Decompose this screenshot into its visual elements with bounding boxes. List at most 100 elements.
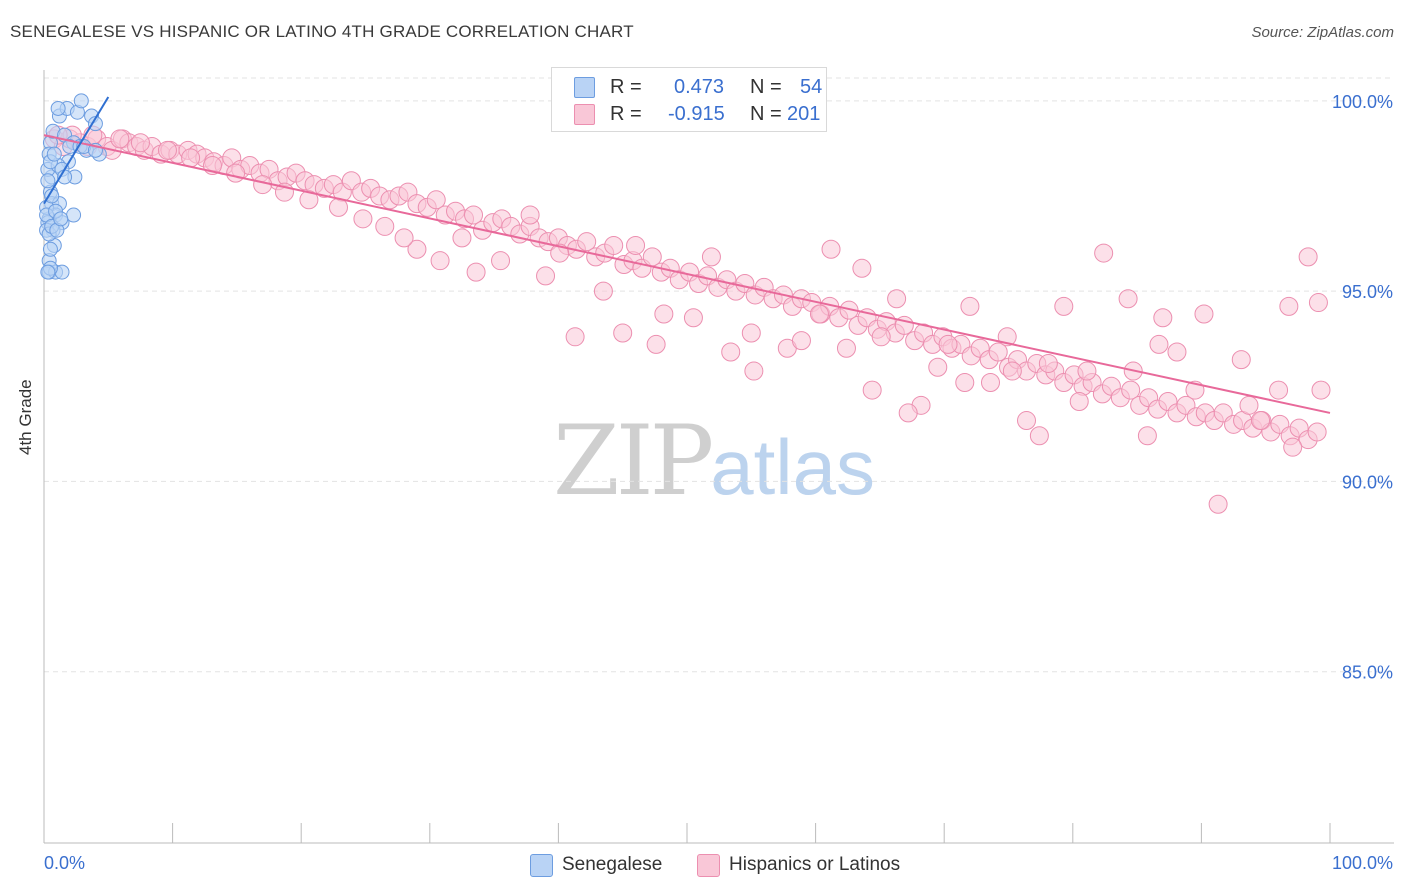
- hispanic-point: [1167, 342, 1187, 362]
- hispanic-point: [1029, 426, 1049, 446]
- senegalese-point: [66, 207, 82, 223]
- hispanic-point: [593, 281, 613, 301]
- hispanic-point: [1208, 494, 1228, 514]
- hispanic-point: [604, 235, 624, 255]
- hispanic-point: [862, 380, 882, 400]
- legend-swatch-pink: [697, 854, 720, 877]
- hispanic-point: [110, 129, 130, 149]
- watermark-zip: ZIP: [553, 405, 714, 517]
- hispanic-point: [721, 342, 741, 362]
- hispanic-point: [130, 133, 150, 153]
- watermark: ZIPatlas: [553, 405, 875, 517]
- hispanic-point: [791, 331, 811, 351]
- hispanic-point: [683, 308, 703, 328]
- hispanic-point: [1121, 380, 1141, 400]
- hispanic-point: [1307, 422, 1327, 442]
- legend-swatch-blue: [530, 854, 553, 877]
- hispanic-point: [353, 209, 373, 229]
- hispanic-point: [430, 251, 450, 271]
- hispanic-point: [1194, 304, 1214, 324]
- hispanic-points: [44, 125, 1331, 514]
- legend-r-label: R =: [610, 76, 642, 98]
- hispanic-point: [852, 258, 872, 278]
- chart-title: SENEGALESE VS HISPANIC OR LATINO 4TH GRA…: [10, 22, 634, 41]
- hispanic-point: [1283, 437, 1303, 457]
- y-tick-label: 100.0%: [1332, 92, 1393, 112]
- legend-r-value: -0.915: [668, 103, 725, 125]
- hispanic-point: [466, 262, 486, 282]
- legend-label: Senegalese: [562, 854, 663, 875]
- series-legend: Senegalese Hispanics or Latinos: [0, 852, 1406, 878]
- hispanic-point: [1038, 353, 1058, 373]
- hispanic-point: [577, 232, 597, 252]
- legend-n-label: N =: [750, 103, 782, 125]
- source-label: Source: ZipAtlas.com: [1251, 24, 1394, 41]
- hispanic-point: [426, 190, 446, 210]
- hispanic-point: [491, 251, 511, 271]
- senegalese-point: [50, 100, 66, 116]
- legend-n-value: 54: [800, 76, 823, 98]
- hispanic-point: [394, 228, 414, 248]
- hispanic-point: [1094, 243, 1114, 263]
- hispanic-point: [744, 361, 764, 381]
- hispanic-point: [520, 205, 540, 225]
- senegalese-points: [39, 93, 107, 280]
- hispanic-point: [375, 216, 395, 236]
- y-tick-label: 85.0%: [1342, 663, 1393, 683]
- hispanic-point: [157, 140, 177, 160]
- x-tick-label: 100.0%: [1332, 853, 1393, 873]
- hispanic-point: [1298, 247, 1318, 267]
- hispanic-point: [613, 323, 633, 343]
- hispanic-point: [1311, 380, 1331, 400]
- hispanic-point: [871, 327, 891, 347]
- hispanic-point: [464, 205, 484, 225]
- hispanic-point: [328, 197, 348, 217]
- legend-swatch-blue: [574, 77, 595, 98]
- senegalese-point: [40, 173, 56, 189]
- hispanic-point: [955, 372, 975, 392]
- hispanic-point: [1002, 361, 1022, 381]
- trend-lines: [43, 96, 1331, 414]
- hispanic-point: [646, 334, 666, 354]
- hispanic-point: [960, 296, 980, 316]
- legend-label: Hispanics or Latinos: [729, 854, 901, 875]
- hispanic-point: [226, 163, 246, 183]
- hispanic-point: [1069, 392, 1089, 412]
- hispanic-point: [181, 148, 201, 168]
- hispanic-trend-line: [43, 134, 1331, 414]
- hispanic-point: [1153, 308, 1173, 328]
- hispanic-point: [452, 228, 472, 248]
- hispanic-point: [1054, 296, 1074, 316]
- hispanic-point: [938, 334, 958, 354]
- senegalese-point: [40, 264, 56, 280]
- y-axis-label: 4th Grade: [16, 379, 35, 455]
- hispanic-point: [1137, 426, 1157, 446]
- senegalese-point: [53, 211, 69, 227]
- hispanic-point: [1269, 380, 1289, 400]
- y-tick-label: 90.0%: [1342, 472, 1393, 492]
- hispanic-point: [1118, 289, 1138, 309]
- hispanic-point: [1077, 361, 1097, 381]
- hispanic-point: [1308, 293, 1328, 313]
- hispanic-point: [928, 357, 948, 377]
- hispanic-point: [821, 239, 841, 259]
- hispanic-point: [1251, 411, 1271, 431]
- hispanic-point: [536, 266, 556, 286]
- hispanic-point: [988, 342, 1008, 362]
- hispanic-point: [565, 327, 585, 347]
- axes: [43, 70, 1394, 844]
- hispanic-point: [407, 239, 427, 259]
- legend-n-label: N =: [750, 76, 782, 98]
- correlation-legend: R = 0.473 N = 54 R = -0.915 N = 201: [551, 67, 827, 132]
- x-tick-label: 0.0%: [44, 853, 85, 873]
- tick-labels: 100.0% 95.0% 90.0% 85.0% 0.0% 100.0%: [44, 92, 1393, 873]
- legend-n-value: 201: [787, 103, 821, 125]
- hispanic-point: [809, 304, 829, 324]
- senegalese-point: [46, 146, 62, 162]
- hispanic-point: [1017, 411, 1037, 431]
- hispanic-point: [1231, 350, 1251, 370]
- legend-r-label: R =: [610, 103, 642, 125]
- hispanic-point: [299, 190, 319, 210]
- hispanic-point: [1279, 296, 1299, 316]
